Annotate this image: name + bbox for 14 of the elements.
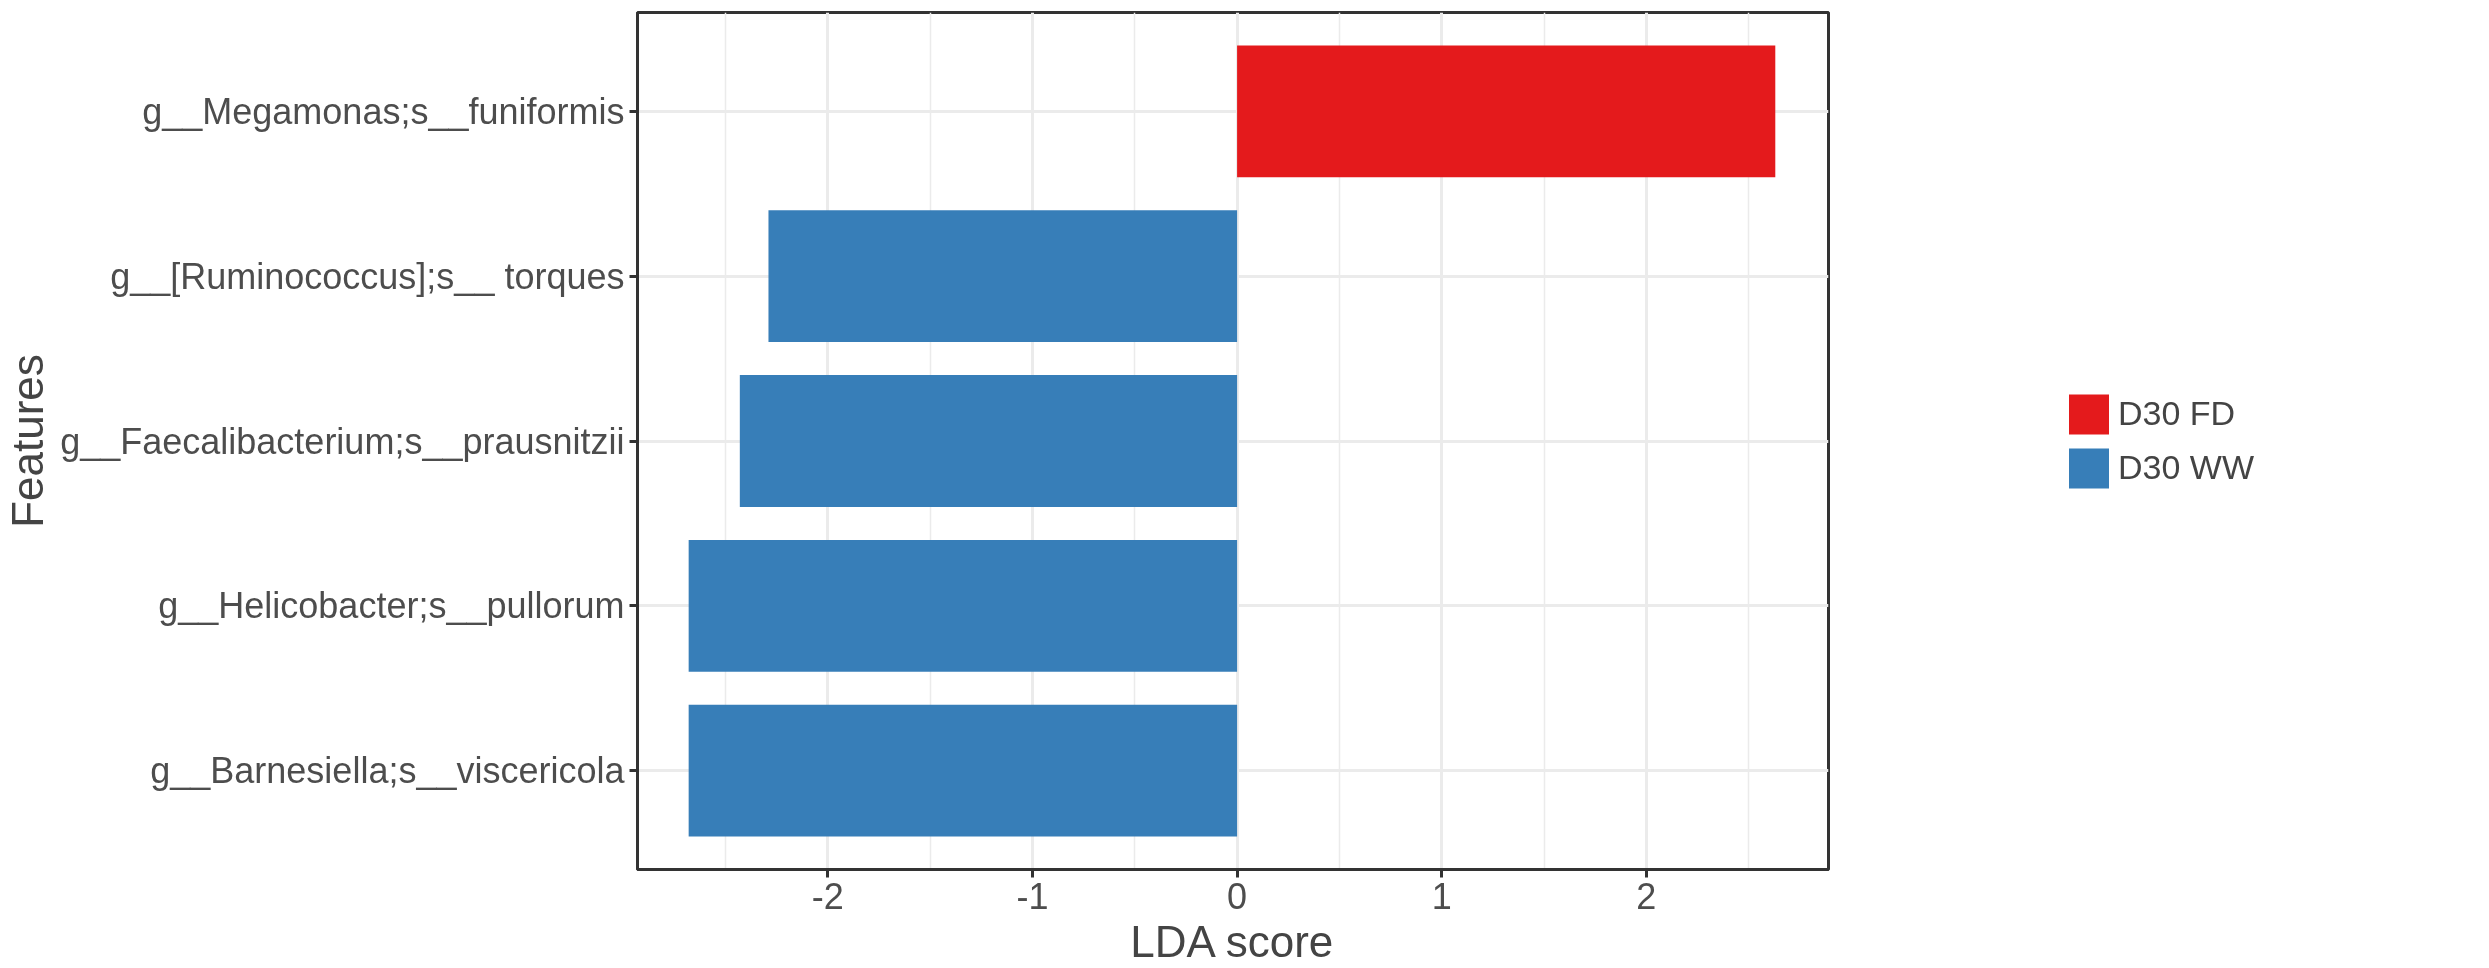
y-tick-label: g__Megamonas;s__funiformis xyxy=(142,90,625,132)
x-tick-label: -2 xyxy=(811,875,844,917)
y-tick-label: g__Helicobacter;s__pullorum xyxy=(158,585,625,627)
x-tick-label: 0 xyxy=(1227,875,1248,917)
x-tick-label: 2 xyxy=(1636,875,1657,917)
x-tick-label: 1 xyxy=(1431,875,1452,917)
y-tick-label: g__[Ruminococcus];s__ torques xyxy=(110,255,625,297)
x-tick-label: -1 xyxy=(1016,875,1049,917)
x-axis-title: LDA score xyxy=(1130,916,1334,966)
legend-label: D30 FD xyxy=(2118,394,2236,433)
y-axis-title: Features xyxy=(3,354,53,528)
y-tick-label: g__Faecalibacterium;s__prausnitzii xyxy=(60,420,625,462)
y-tick-label: g__Barnesiella;s__viscericola xyxy=(150,750,626,792)
legend-label: D30 WW xyxy=(2118,448,2254,487)
